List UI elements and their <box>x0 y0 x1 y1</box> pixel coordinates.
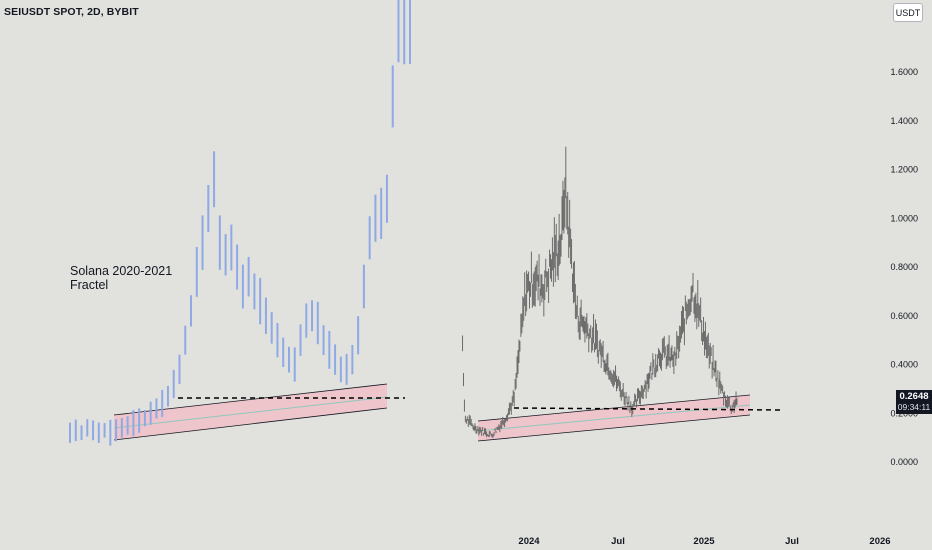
fractal-channel-mid <box>113 396 388 429</box>
annotation-line-2: Fractel <box>70 278 109 292</box>
fractal-channel-top <box>113 383 388 416</box>
sei-price-bars <box>462 146 738 438</box>
fractal-bars <box>69 0 411 446</box>
y-tick-label: 0.8000 <box>890 262 918 272</box>
y-tick-label: 1.6000 <box>890 67 918 77</box>
bar-countdown: 09:34:11 <box>897 402 931 412</box>
y-tick-label: 0.4000 <box>890 360 918 370</box>
x-tick-jul-2024: Jul <box>611 536 625 547</box>
price-channel-bottom <box>477 414 751 442</box>
sei-price-area <box>462 146 783 442</box>
x-tick-jul-2025: Jul <box>785 536 799 547</box>
fractal-channel-bottom <box>113 407 388 441</box>
y-tick-label: 1.4000 <box>890 116 918 126</box>
y-tick-label: 1.2000 <box>890 165 918 175</box>
y-tick-label: 0.0000 <box>890 457 918 467</box>
currency-unit-button[interactable]: USDT <box>893 3 923 22</box>
x-tick-2025: 2025 <box>693 536 715 547</box>
symbol-title: SEIUSDT SPOT, 2D, BYBIT <box>4 6 139 18</box>
fractal-annotation: Solana 2020-2021 Fractel <box>70 264 172 292</box>
last-price-label: 0.2648 09:34:11 <box>896 390 932 414</box>
y-tick-label: 1.0000 <box>890 213 918 223</box>
y-tick-label: 0.6000 <box>890 311 918 321</box>
last-price-value: 0.2648 <box>899 391 929 402</box>
time-axis[interactable]: 2024 Jul 2025 Jul 2026 <box>518 536 890 547</box>
annotation-line-1: Solana 2020-2021 <box>70 264 173 278</box>
solana-fractal-overlay <box>69 0 411 446</box>
x-tick-2026: 2026 <box>869 536 890 547</box>
x-tick-2024: 2024 <box>518 536 540 547</box>
